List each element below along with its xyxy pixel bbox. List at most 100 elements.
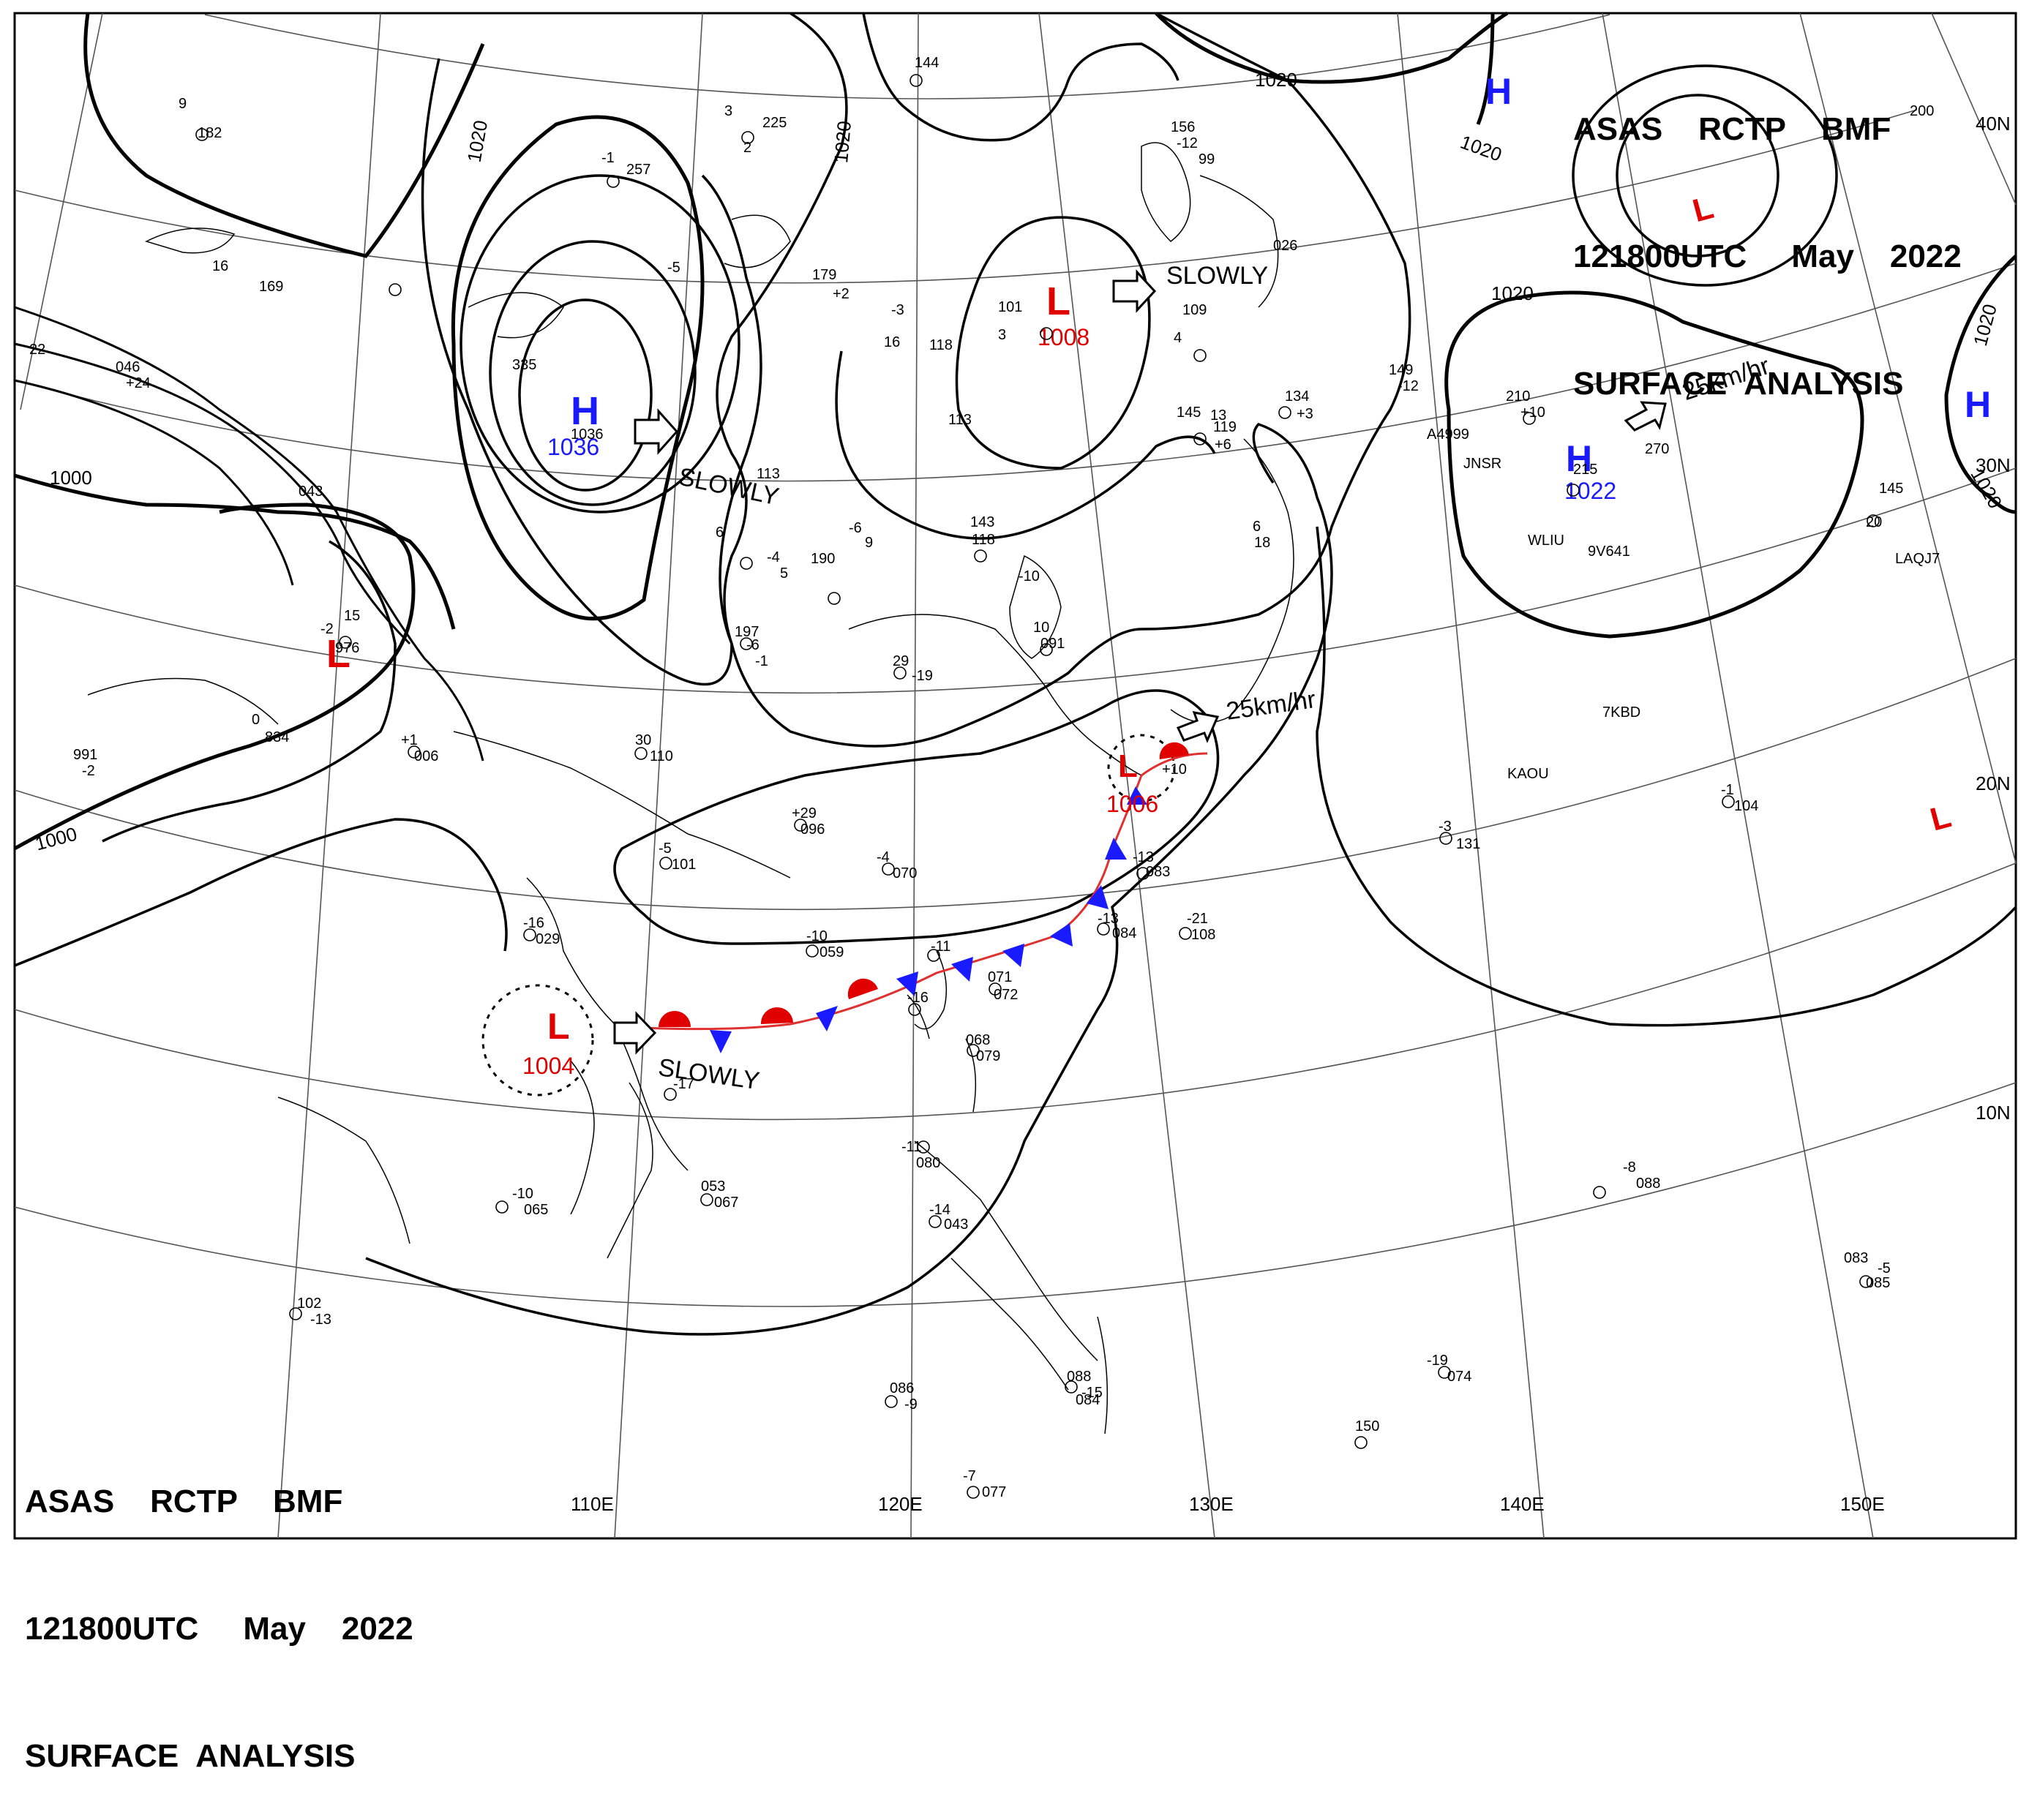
station-value: 084 <box>1076 1392 1100 1408</box>
station-value: 225 <box>762 115 787 131</box>
low-pressure-symbol: L <box>1046 279 1070 323</box>
station-value: 043 <box>944 1217 968 1233</box>
station-value: -1 <box>755 653 768 669</box>
station-value: +29 <box>792 805 817 821</box>
lon-label-130e: 130E <box>1189 1493 1234 1515</box>
station-value: 053 <box>701 1178 725 1195</box>
station-value: 156 <box>1171 119 1195 135</box>
station-id: LAQJ7 <box>1895 551 1940 567</box>
station-value: 270 <box>1645 441 1669 457</box>
movement-arrow <box>1112 269 1157 313</box>
station-circle <box>607 175 620 188</box>
station-circle <box>700 1193 713 1206</box>
station-value: 179 <box>812 267 836 283</box>
station-circle <box>1040 327 1053 340</box>
station-circle <box>1354 1436 1368 1449</box>
station-circle <box>523 928 536 941</box>
station-value: 257 <box>626 162 650 178</box>
station-value: 084 <box>1112 925 1136 941</box>
station-circle <box>794 819 807 832</box>
title-line-type: SURFACE ANALYSIS <box>25 1738 356 1774</box>
station-value: 9 <box>179 96 187 112</box>
station-circle <box>659 857 672 870</box>
longitude-lines <box>20 12 2017 1539</box>
station-value: 029 <box>536 931 560 947</box>
isobar-line <box>1944 255 2017 514</box>
warm-front-semicircles <box>659 742 1189 1027</box>
station-value: 3 <box>998 327 1006 343</box>
station-value: 083 <box>1146 864 1170 880</box>
station-value: 169 <box>259 279 283 295</box>
station-circle <box>1593 1186 1606 1199</box>
station-circle <box>1193 349 1207 362</box>
weather-map: 110E 120E 130E 140E 150E 40N 30N 20N 10N <box>13 11 2017 1540</box>
title-line-time: 121800UTC May 2022 <box>1573 238 1962 274</box>
station-value: -11 <box>901 1139 921 1155</box>
station-circle <box>1439 832 1452 845</box>
station-value: -1 <box>1721 782 1734 798</box>
station-value: 085 <box>1866 1275 1890 1291</box>
station-value: 077 <box>982 1484 1006 1500</box>
movement-arrow <box>613 1011 657 1055</box>
station-value: 043 <box>299 484 323 500</box>
station-value: +10 <box>1162 762 1187 778</box>
station-id: 7KBD <box>1602 704 1640 721</box>
station-value: 074 <box>1447 1369 1471 1385</box>
station-value: 182 <box>198 125 222 141</box>
station-value: -10 <box>806 928 828 944</box>
station-value: -4 <box>877 849 890 865</box>
station-value: 200 <box>1910 103 1934 119</box>
isobars <box>13 11 2017 1336</box>
station-circle <box>929 1215 942 1228</box>
station-circle <box>989 982 1002 996</box>
isobar-line <box>716 12 1411 748</box>
station-value: -13 <box>310 1312 331 1328</box>
station-circle <box>1867 514 1880 527</box>
station-value: -13 <box>1133 849 1154 865</box>
map-title-bottom-left: ASAS RCTP BMF 121800UTC May 2022 SURFACE… <box>25 1396 413 1820</box>
station-circle <box>741 131 754 144</box>
station-value: 150 <box>1355 1418 1379 1434</box>
station-circle <box>893 666 907 680</box>
title-line-source: ASAS RCTP BMF <box>1573 111 1891 147</box>
station-circle <box>195 128 209 141</box>
station-value: +3 <box>1297 406 1313 422</box>
station-circle <box>1040 643 1053 656</box>
station-value: 131 <box>1456 836 1480 852</box>
station-value: 4 <box>1174 330 1182 346</box>
pressure-value: 1006 <box>1106 791 1158 817</box>
latitude-lines <box>14 14 2017 1307</box>
title-line-time: 121800UTC May 2022 <box>25 1611 413 1647</box>
isobar-line <box>835 350 1216 540</box>
station-value: -19 <box>912 668 933 684</box>
station-value: 079 <box>976 1048 1000 1064</box>
station-value: 197 <box>735 624 759 640</box>
station-value: -14 <box>929 1202 950 1218</box>
station-value: 118 <box>972 532 995 548</box>
station-value: 143 <box>970 514 994 530</box>
lon-label-140e: 140E <box>1500 1493 1545 1515</box>
station-value: +6 <box>1215 437 1231 453</box>
movement-label: SLOWLY <box>1166 262 1268 290</box>
station-value: -3 <box>1439 819 1452 835</box>
station-value: 091 <box>1040 636 1065 652</box>
stationary-front-line <box>643 752 1208 1031</box>
station-value: 113 <box>948 412 972 428</box>
station-value: 134 <box>1285 388 1309 405</box>
isobar-line <box>14 473 456 630</box>
station-circle <box>885 1395 898 1408</box>
station-value: -19 <box>1427 1353 1448 1369</box>
station-circle <box>910 74 923 87</box>
isobar-line <box>365 422 1333 1336</box>
station-value: 108 <box>1191 927 1215 943</box>
pressure-value: 1004 <box>522 1053 574 1079</box>
station-value: -15 <box>1081 1385 1103 1401</box>
station-value: 144 <box>915 55 939 71</box>
station-value: -17 <box>673 1076 694 1092</box>
low-pressure-symbol: L <box>1118 748 1138 784</box>
station-value: -5 <box>667 260 680 276</box>
station-value: 110 <box>650 748 673 764</box>
station-circle <box>967 1486 980 1499</box>
station-value: 145 <box>1177 405 1201 421</box>
station-value: 1036 <box>571 426 604 443</box>
